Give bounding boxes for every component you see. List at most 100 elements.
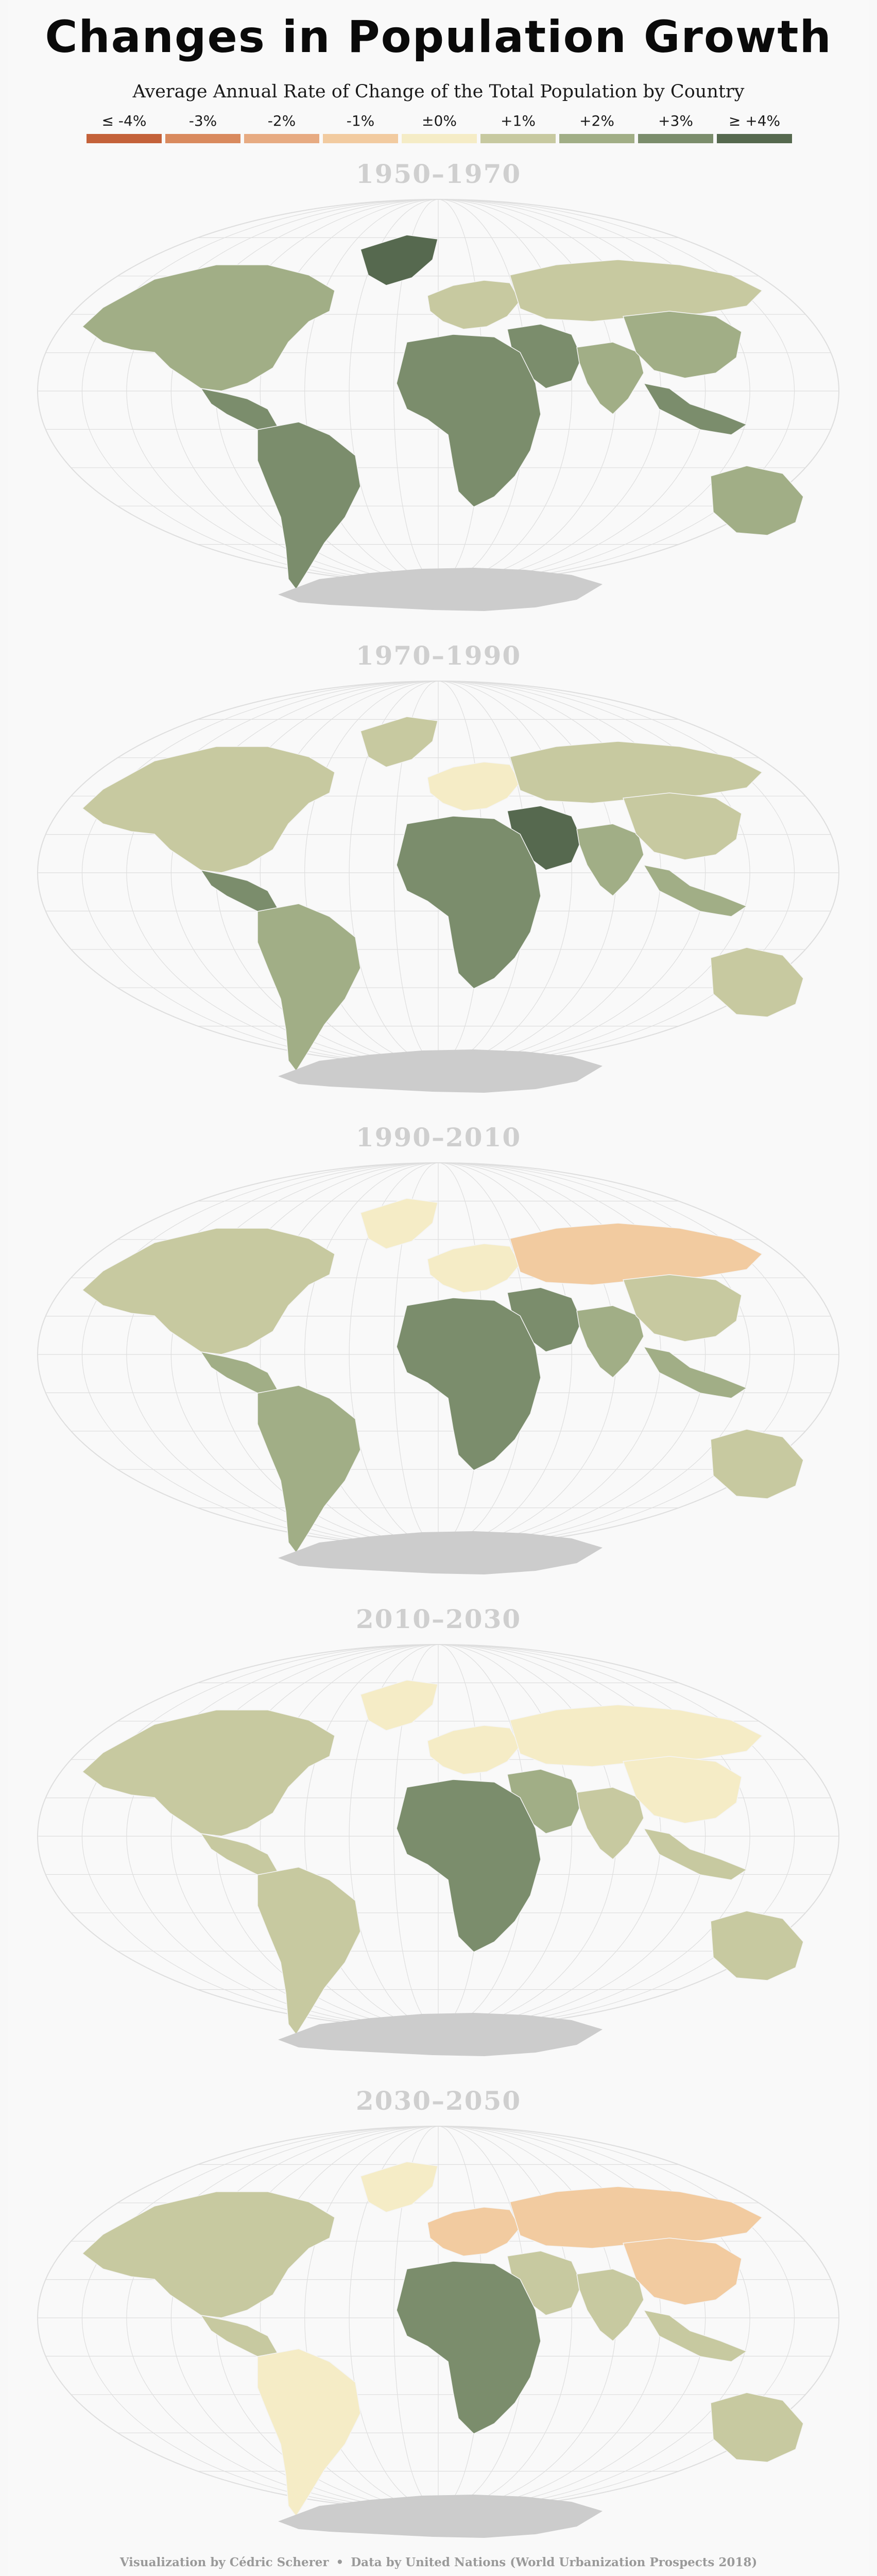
region-china (623, 2238, 742, 2306)
panel-period-title: 1970–1990 (355, 640, 522, 671)
panel-period-title: 2010–2030 (355, 1604, 522, 1634)
legend-swatch (323, 134, 398, 143)
region-southeast-asia (643, 1346, 747, 1399)
region-antarctica (278, 2495, 603, 2538)
region-australia (710, 2392, 804, 2463)
region-greenland (360, 1680, 438, 1731)
region-southeast-asia (643, 865, 747, 917)
world-map (37, 1644, 839, 2056)
legend-item: ≥ +4% (717, 112, 792, 145)
legend-swatch (244, 134, 319, 143)
page-subtitle: Average Annual Rate of Change of the Tot… (132, 81, 745, 102)
region-europe (427, 761, 521, 811)
legend-item: ±0% (402, 112, 477, 145)
panel-period-title: 2030–2050 (355, 2086, 522, 2116)
region-southeast-asia (643, 2310, 747, 2362)
region-greenland (360, 2161, 438, 2213)
legend-item: +1% (480, 112, 556, 145)
legend-item: +2% (559, 112, 634, 145)
region-africa (396, 334, 541, 507)
region-south-america (257, 1867, 361, 2035)
footer-credit: Visualization by Cédric Scherer (119, 2555, 329, 2569)
region-russia (509, 1704, 763, 1767)
region-africa (396, 1297, 541, 1471)
map-panel: 1970–1990 (0, 640, 877, 1122)
region-north-america (82, 2191, 335, 2318)
legend-swatch (165, 134, 240, 143)
footer-separator: • (336, 2555, 344, 2569)
region-greenland (360, 716, 438, 768)
region-africa (396, 1779, 541, 1953)
legend-item: -1% (323, 112, 398, 145)
region-russia (509, 1223, 763, 1285)
region-north-america (82, 1709, 335, 1837)
legend-label: -2% (267, 112, 296, 129)
region-russia (509, 259, 763, 322)
legend-swatch (717, 134, 792, 143)
legend-item: +3% (638, 112, 713, 145)
panel-period-title: 1990–2010 (355, 1122, 522, 1153)
legend-label: ±0% (422, 112, 457, 129)
world-map (37, 199, 839, 611)
map-panel: 2030–2050 (0, 2086, 877, 2567)
region-north-america (82, 264, 335, 392)
region-greenland (360, 1198, 438, 1249)
region-south-asia (576, 1787, 644, 1860)
map-panel: 2010–2030 (0, 1604, 877, 2086)
region-greenland (360, 234, 438, 286)
legend-swatch (480, 134, 556, 143)
legend-label: ≤ -4% (101, 112, 147, 129)
region-southeast-asia (643, 1828, 747, 1880)
legend-swatch (559, 134, 634, 143)
world-map (37, 1162, 839, 1574)
region-europe (427, 1243, 521, 1293)
legend-label: -3% (188, 112, 217, 129)
region-australia (710, 947, 804, 1018)
region-antarctica (278, 1049, 603, 1093)
region-africa (396, 816, 541, 989)
region-russia (509, 2186, 763, 2249)
region-southeast-asia (643, 383, 747, 435)
region-china (623, 792, 742, 860)
region-china (623, 1756, 742, 1824)
map-panel: 1950–1970 (0, 159, 877, 640)
region-russia (509, 741, 763, 804)
region-south-asia (576, 2268, 644, 2342)
region-africa (396, 2261, 541, 2434)
legend-item: -2% (244, 112, 319, 145)
region-south-asia (576, 342, 644, 415)
legend-label: +2% (579, 112, 614, 129)
region-antarctica (278, 2013, 603, 2056)
region-south-america (257, 2348, 361, 2517)
legend-item: ≤ -4% (87, 112, 162, 145)
region-europe (427, 280, 521, 330)
region-south-asia (576, 823, 644, 896)
region-china (623, 1274, 742, 1342)
world-map (37, 681, 839, 1093)
footer-source: Data by United Nations (World Urbanizati… (351, 2555, 758, 2569)
region-south-america (257, 903, 361, 1072)
color-legend: ≤ -4% -3% -2% -1% ±0% +1% +2% +3% ≥ +4% (87, 112, 792, 145)
region-antarctica (278, 1531, 603, 1574)
region-south-america (257, 1385, 361, 1553)
world-map (37, 2126, 839, 2538)
region-europe (427, 1725, 521, 1775)
region-china (623, 311, 742, 379)
legend-label: ≥ +4% (728, 112, 781, 129)
region-north-america (82, 746, 335, 873)
legend-swatch (87, 134, 162, 143)
region-europe (427, 2207, 521, 2257)
region-north-america (82, 1228, 335, 1355)
page-title: Changes in Population Growth (45, 11, 832, 63)
map-panel: 1990–2010 (0, 1122, 877, 1604)
region-australia (710, 465, 804, 536)
legend-label: +3% (658, 112, 693, 129)
footer-credits: Visualization by Cédric Scherer • Data by … (0, 2555, 877, 2569)
region-south-america (257, 421, 361, 590)
legend-swatch (402, 134, 477, 143)
region-australia (710, 1910, 804, 1981)
legend-item: -3% (165, 112, 240, 145)
panel-period-title: 1950–1970 (355, 159, 522, 189)
region-australia (710, 1429, 804, 1499)
region-south-asia (576, 1305, 644, 1378)
